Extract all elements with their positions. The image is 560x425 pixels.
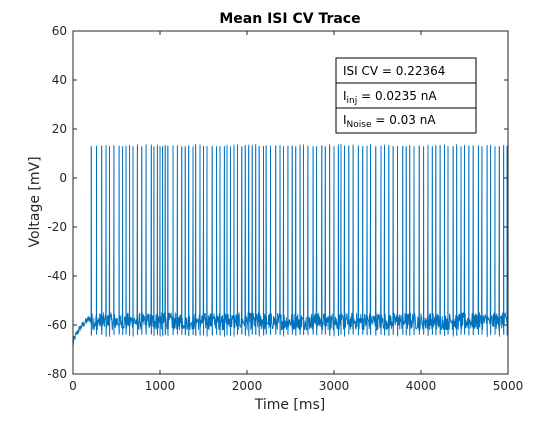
x-tick-label: 1000 (145, 379, 176, 393)
y-axis-label: Voltage [mV] (27, 156, 43, 247)
annotation-frame (335, 57, 477, 134)
x-tick-label: 5000 (493, 379, 524, 393)
axes-box (72, 30, 509, 375)
y-tick-label: -80 (47, 367, 67, 381)
voltage-trace-line (72, 143, 509, 347)
y-tick-label: -60 (47, 318, 67, 332)
y-tick-label: 40 (52, 73, 67, 87)
annotation-box: ISI CV = 0.22364 Iinj = 0.0235 nA INoise… (335, 57, 477, 134)
chart-title: Mean ISI CV Trace (219, 11, 360, 27)
x-axis-label: Time [ms] (254, 397, 326, 413)
y-tick-label: 60 (52, 24, 67, 38)
y-tick-label: -20 (47, 220, 67, 234)
y-tick-label: 20 (52, 122, 67, 136)
x-tick-label: 2000 (232, 379, 263, 393)
i-noise-text: INoise = 0.03 nA (343, 113, 436, 130)
trace-layer (72, 143, 509, 347)
x-tick-label: 3000 (319, 379, 350, 393)
y-tick-label: -40 (47, 269, 67, 283)
isi-cv-text: ISI CV = 0.22364 (343, 64, 445, 78)
ticks: 0 1000 2000 3000 4000 5000 -80 -60 -40 -20 0 20 40 60 (47, 24, 523, 393)
x-tick-label: 0 (69, 379, 77, 393)
y-tick-label: 0 (59, 171, 67, 185)
i-inj-text: Iinj = 0.0235 nA (343, 89, 437, 106)
x-tick-label: 4000 (406, 379, 437, 393)
